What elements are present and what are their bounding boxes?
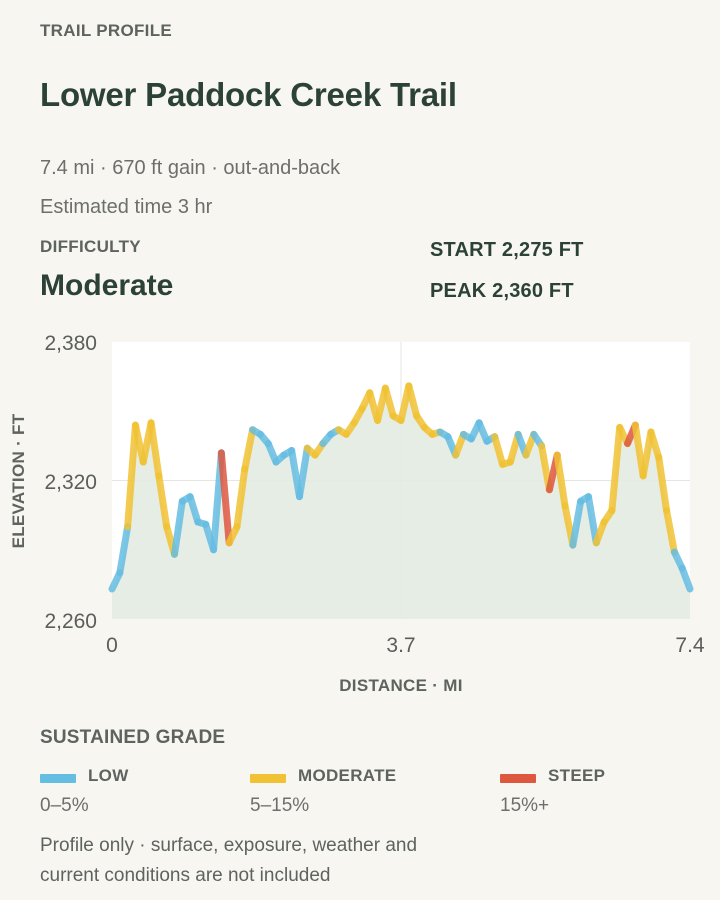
legend-swatch-moderate: [250, 774, 286, 783]
profile-segment: [678, 564, 694, 593]
legend-title: SUSTAINED GRADE: [40, 727, 226, 748]
difficulty-label: DIFFICULTY: [40, 237, 141, 256]
y-axis-label: ELEVATION · FT: [9, 413, 28, 548]
profile-segment: [155, 472, 171, 531]
profile-segment: [608, 423, 624, 515]
y-tick-mid: 2,320: [44, 471, 97, 494]
profile-segment: [241, 426, 257, 473]
x-tick-mid: 3.7: [386, 634, 415, 657]
y-tick-top: 2,380: [44, 332, 97, 355]
profile-segment: [186, 493, 202, 526]
legend-name-low: LOW: [88, 766, 129, 785]
legend-range-low: 0–5%: [40, 795, 89, 816]
estimated-time: Estimated time 3 hr: [40, 196, 213, 218]
footnote: Profile only · surface, exposure, weathe…: [40, 835, 418, 886]
profile-segment: [405, 382, 421, 420]
profile-segment: [663, 507, 678, 556]
trail-title: Lower Paddock Creek Trail: [40, 76, 457, 113]
profile-segment: [217, 449, 233, 547]
profile-segment: [569, 497, 585, 549]
profile-segment: [584, 493, 600, 547]
plot-area: [108, 342, 694, 619]
profile-segment: [553, 451, 569, 510]
elevation-chart: 2,380 2,320 2,260 0 3.7 7.4 DISTANCE · M…: [9, 332, 705, 695]
section-eyebrow: TRAIL PROFILE: [40, 21, 173, 40]
profile-segment: [233, 465, 249, 531]
profile-segment: [381, 384, 397, 420]
x-tick-end: 7.4: [675, 634, 705, 657]
x-axis-label: DISTANCE · MI: [339, 676, 463, 695]
legend-name-moderate: MODERATE: [298, 766, 397, 785]
legend-range-moderate: 5–15%: [250, 795, 310, 816]
profile-segment: [491, 433, 507, 468]
elevation-area: [112, 385, 690, 619]
legend-name-steep: STEEP: [548, 766, 606, 785]
legend-swatch-low: [40, 774, 76, 783]
profile-segment: [295, 444, 311, 501]
profile-segment: [124, 421, 139, 531]
profile-segment: [647, 428, 663, 461]
profile-segment: [452, 430, 467, 459]
profile-segment: [116, 523, 132, 577]
trail-meta: 7.4 mi · 670 ft gain · out-and-back: [40, 157, 341, 179]
profile-segment: [592, 518, 608, 547]
peak-elevation: PEAK 2,360 FT: [430, 280, 574, 302]
profile-segment: [655, 453, 671, 515]
legend-swatch-steep: [500, 774, 536, 783]
legend-range-steep: 15%+: [500, 795, 550, 816]
start-elevation: START 2,275 FT: [430, 239, 584, 261]
y-tick-bottom: 2,260: [44, 610, 97, 633]
x-tick-start: 0: [106, 634, 118, 657]
difficulty-value: Moderate: [40, 269, 174, 302]
profile-segment: [147, 419, 163, 480]
profile-segment: [170, 497, 186, 558]
